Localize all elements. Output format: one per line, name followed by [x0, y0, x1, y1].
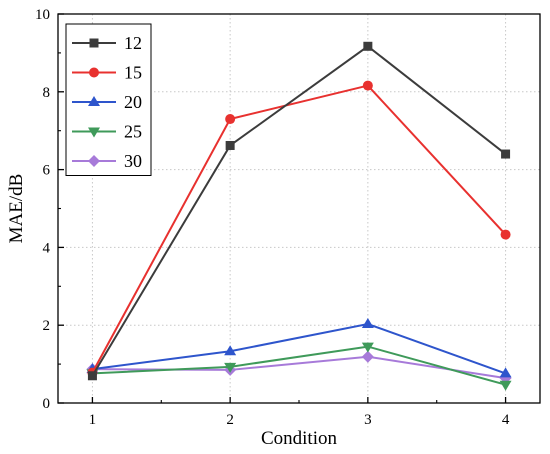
legend-swatch-marker — [89, 38, 99, 48]
data-point — [500, 229, 511, 240]
series-12 — [87, 41, 511, 381]
data-point — [224, 345, 237, 356]
legend-item: 25 — [72, 122, 142, 142]
y-tick-label: 2 — [43, 318, 51, 334]
y-tick-label: 10 — [35, 7, 50, 23]
data-point — [225, 140, 235, 150]
legend-swatch-marker — [89, 67, 99, 78]
y-tick-label: 6 — [43, 163, 51, 179]
series-line — [91, 84, 507, 374]
legend-label: 20 — [124, 92, 142, 112]
legend-item: 20 — [72, 92, 142, 112]
legend-swatch-marker — [88, 96, 100, 106]
legend-item: 12 — [72, 33, 142, 53]
x-tick-label: 1 — [89, 412, 97, 428]
x-tick-label: 2 — [226, 412, 234, 428]
data-point — [361, 318, 374, 329]
x-tick-label: 3 — [364, 412, 372, 428]
series-20 — [86, 318, 512, 378]
data-point — [87, 371, 97, 381]
legend-label: 12 — [124, 33, 142, 53]
data-point — [361, 350, 374, 363]
y-axis-title: MAE/dB — [6, 174, 27, 244]
y-tick-label: 4 — [43, 240, 51, 256]
series-line — [91, 45, 507, 377]
data-point — [362, 80, 373, 91]
legend-label: 25 — [124, 122, 142, 142]
series-layer — [86, 41, 512, 391]
series-line — [92, 345, 506, 386]
legend-swatch-marker — [88, 155, 100, 167]
legend-label: 30 — [124, 151, 142, 171]
data-point — [224, 362, 237, 373]
legend: 12 15 20 25 30 — [65, 23, 152, 176]
x-axis-title: Condition — [261, 428, 338, 449]
y-tick-label: 8 — [43, 85, 51, 101]
data-point — [363, 41, 373, 51]
legend-swatch-marker — [88, 127, 100, 138]
y-tick-label: 0 — [43, 396, 51, 412]
series-25 — [86, 342, 512, 391]
data-point — [225, 114, 236, 125]
data-point — [499, 367, 512, 378]
data-point — [501, 149, 511, 159]
series-line — [92, 322, 506, 375]
x-tick-label: 4 — [502, 412, 510, 428]
legend-item: 30 — [72, 151, 142, 171]
data-point — [361, 342, 374, 353]
legend-box — [65, 23, 152, 176]
legend-item: 15 — [72, 63, 142, 83]
legend-label: 15 — [124, 63, 142, 83]
data-point — [499, 380, 512, 391]
